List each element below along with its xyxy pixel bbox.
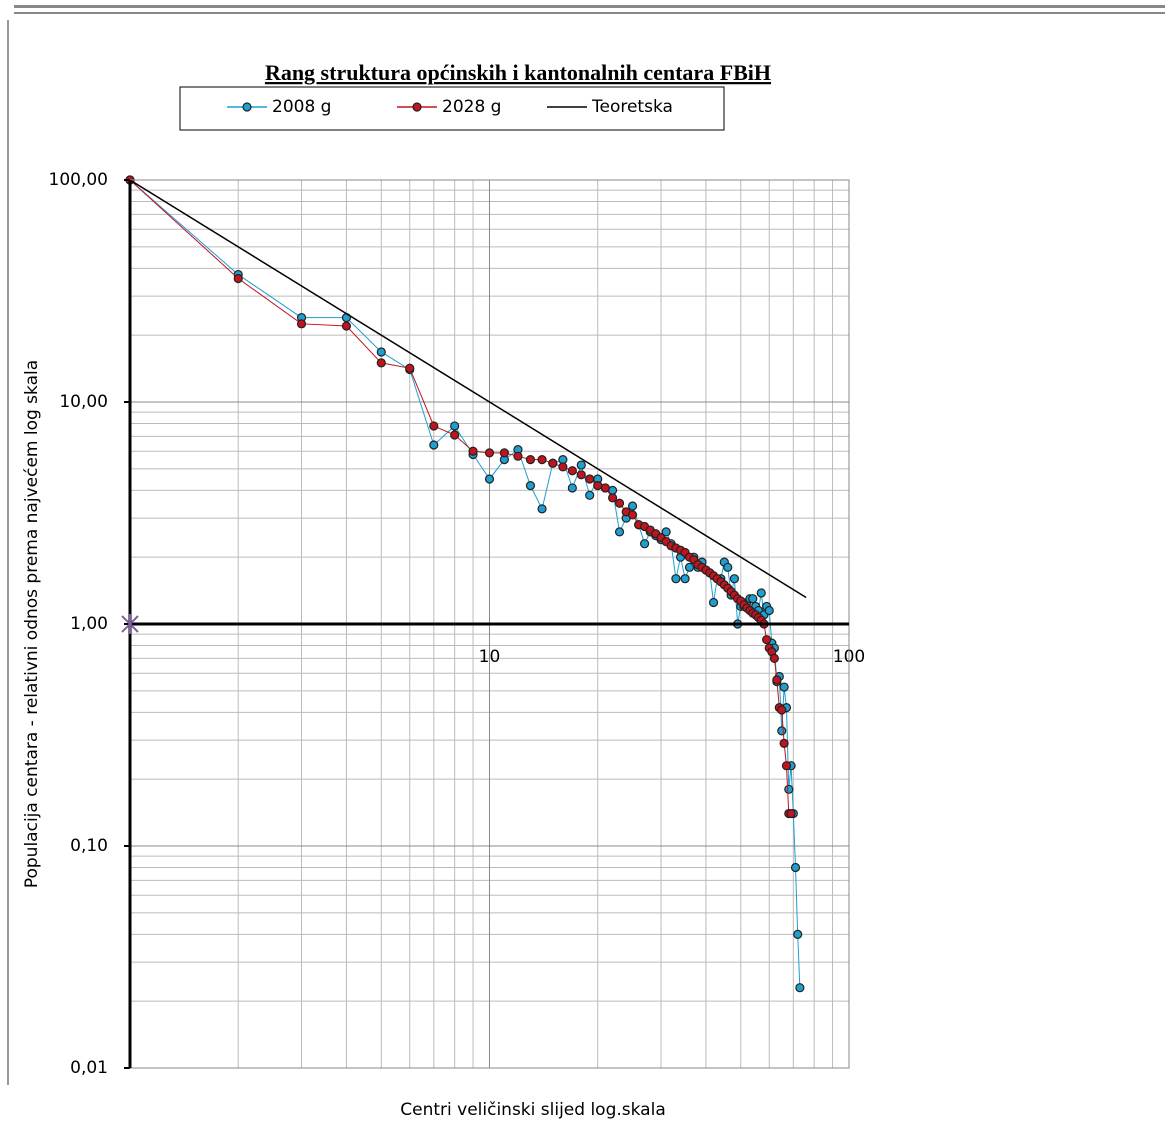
point bbox=[341, 321, 352, 331]
point bbox=[600, 483, 610, 493]
point bbox=[795, 983, 805, 993]
x-axis-label: Centri veličinski slijed log.skala bbox=[400, 1100, 665, 1120]
point bbox=[576, 470, 586, 480]
point bbox=[764, 605, 774, 616]
top-rule bbox=[14, 5, 1165, 8]
point bbox=[639, 539, 650, 549]
point bbox=[468, 446, 478, 456]
y-tick-label: 0,01 bbox=[70, 1058, 108, 1078]
point bbox=[593, 481, 603, 491]
point bbox=[484, 448, 495, 458]
point bbox=[450, 430, 460, 440]
legend-label: Teoretska bbox=[591, 97, 673, 117]
point bbox=[525, 481, 536, 491]
point bbox=[614, 498, 625, 508]
point bbox=[499, 448, 509, 458]
point bbox=[708, 597, 719, 608]
point bbox=[723, 562, 733, 572]
point bbox=[405, 363, 415, 373]
point bbox=[614, 527, 625, 537]
point bbox=[769, 653, 779, 663]
y-tick-label: 10,00 bbox=[59, 392, 108, 412]
point bbox=[777, 705, 787, 715]
point bbox=[484, 474, 495, 484]
legend-marker bbox=[412, 102, 422, 112]
point bbox=[576, 460, 586, 470]
legend-box bbox=[179, 86, 725, 131]
point bbox=[627, 510, 638, 520]
point bbox=[233, 273, 243, 284]
point bbox=[608, 493, 618, 503]
point bbox=[376, 358, 386, 368]
point bbox=[537, 504, 547, 514]
point bbox=[779, 738, 789, 748]
y-axis-label: Populacija centara - relativni odnos pre… bbox=[22, 360, 42, 888]
point bbox=[786, 808, 796, 819]
plot bbox=[125, 175, 807, 993]
point bbox=[450, 421, 460, 431]
point bbox=[748, 594, 758, 604]
point bbox=[567, 483, 577, 493]
point bbox=[756, 588, 766, 598]
point bbox=[772, 675, 782, 685]
point bbox=[671, 574, 681, 584]
point bbox=[762, 635, 772, 645]
legend-label: 2008 g bbox=[272, 97, 331, 117]
point bbox=[548, 458, 558, 468]
point bbox=[585, 474, 595, 484]
series-line bbox=[129, 179, 801, 988]
chart-title: Rang struktura općinskih i kantonalnih c… bbox=[265, 60, 771, 85]
point bbox=[558, 462, 568, 472]
point bbox=[793, 929, 803, 939]
point bbox=[429, 440, 439, 450]
point bbox=[684, 562, 695, 572]
point bbox=[376, 347, 386, 357]
point bbox=[627, 501, 638, 511]
point bbox=[781, 761, 792, 771]
axis-origin-marker bbox=[121, 614, 139, 634]
point bbox=[680, 574, 690, 584]
point bbox=[790, 862, 801, 873]
legend-marker bbox=[242, 102, 252, 112]
legend-label: 2028 g bbox=[442, 97, 501, 117]
point bbox=[537, 455, 547, 465]
point bbox=[777, 726, 787, 736]
point bbox=[729, 574, 740, 584]
point bbox=[567, 466, 577, 476]
top-rule bbox=[14, 12, 1165, 14]
series-line bbox=[129, 179, 792, 815]
x-tick-label: 10 bbox=[479, 647, 501, 667]
point bbox=[585, 490, 595, 500]
point bbox=[779, 682, 789, 692]
series-line bbox=[129, 179, 807, 599]
y-tick-label: 1,00 bbox=[70, 614, 108, 634]
point bbox=[513, 451, 523, 461]
point bbox=[661, 527, 671, 537]
y-tick-label: 100,00 bbox=[49, 170, 108, 190]
point bbox=[525, 455, 536, 465]
point bbox=[784, 784, 794, 794]
point bbox=[296, 319, 307, 329]
y-tick-label: 0,10 bbox=[70, 836, 108, 856]
point bbox=[429, 421, 439, 431]
